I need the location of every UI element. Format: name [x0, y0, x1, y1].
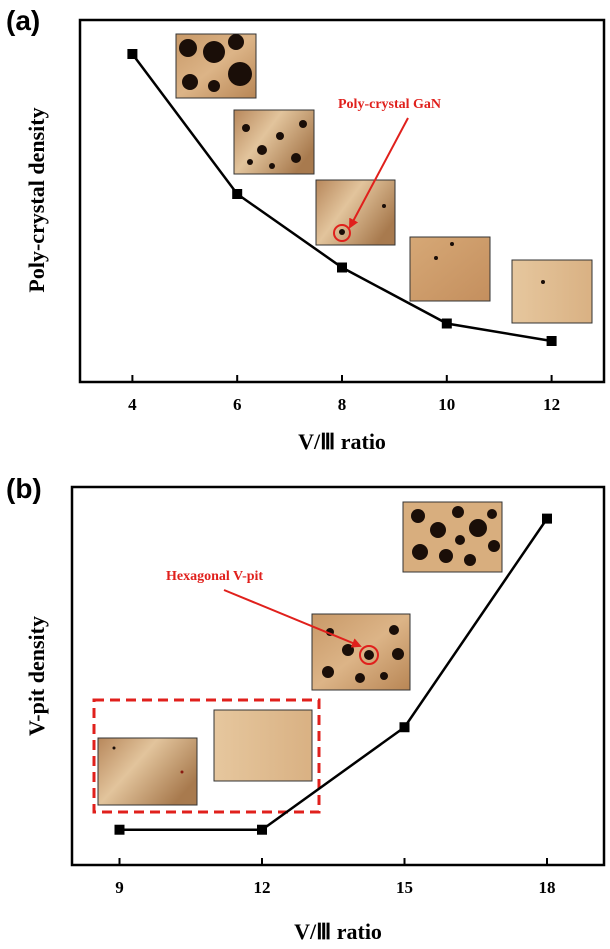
y-axis-title-b: V-pit density — [24, 616, 49, 736]
data-point — [257, 824, 267, 835]
data-point — [337, 262, 347, 273]
annotation-hexagonal-v-pit: Hexagonal V-pit — [166, 569, 263, 584]
series-b — [114, 513, 552, 835]
data-point — [546, 336, 557, 346]
x-tick-label: 10 — [438, 395, 455, 414]
x-tick-label: 18 — [539, 878, 556, 897]
micrograph-inset-b2 — [311, 613, 411, 691]
panel-a-label: (a) — [6, 5, 40, 36]
y-axis-title-a: Poly-crystal density — [24, 107, 49, 292]
panel-b: (b) Hexagonal V-pit — [6, 473, 606, 944]
annotation-poly-crystal-gan: Poly-crystal GaN — [338, 97, 441, 112]
micrograph-inset-a2 — [233, 109, 315, 175]
micrograph-inset-b3 — [97, 737, 198, 806]
micrograph-inset-b1 — [402, 501, 503, 573]
highlight-box-low-ratio — [92, 698, 321, 814]
micrograph-inset-a4 — [409, 236, 491, 302]
plot-frame-b — [70, 485, 606, 867]
series-line — [119, 517, 549, 831]
x-tick-label: 6 — [233, 395, 242, 414]
x-tick-label: 15 — [396, 878, 413, 897]
x-tick-label: 12 — [543, 395, 560, 414]
micrograph-inset-a1 — [175, 33, 257, 99]
micrograph-inset-a3 — [315, 179, 396, 246]
x-tick-label: 8 — [338, 395, 347, 414]
data-point — [399, 722, 410, 733]
annotation-circle-b — [359, 645, 379, 665]
series-a — [127, 49, 557, 346]
annotation-circle-a — [333, 224, 351, 242]
x-tick-label: 4 — [128, 395, 137, 414]
x-axis-ticks-b: 9 12 15 18 — [115, 858, 556, 897]
x-tick-label: 9 — [115, 878, 124, 897]
panel-b-label: (b) — [6, 473, 42, 504]
annotation-arrow-b — [223, 589, 362, 648]
micrograph-inset-b4 — [213, 709, 313, 782]
panel-a: (a) Poly-crystal GaN — [6, 5, 606, 454]
x-axis-ticks-a: 4 6 8 10 12 — [128, 375, 560, 414]
data-point — [114, 824, 125, 835]
x-axis-title-a: V/Ⅲ ratio — [298, 429, 386, 454]
data-point — [127, 49, 138, 59]
data-point — [542, 513, 552, 524]
data-point — [441, 318, 452, 329]
annotation-arrow-a — [349, 117, 409, 229]
x-tick-label: 12 — [254, 878, 271, 897]
micrograph-inset-a5 — [511, 259, 593, 324]
data-point — [232, 189, 243, 199]
x-axis-title-b: V/Ⅲ ratio — [294, 919, 382, 944]
